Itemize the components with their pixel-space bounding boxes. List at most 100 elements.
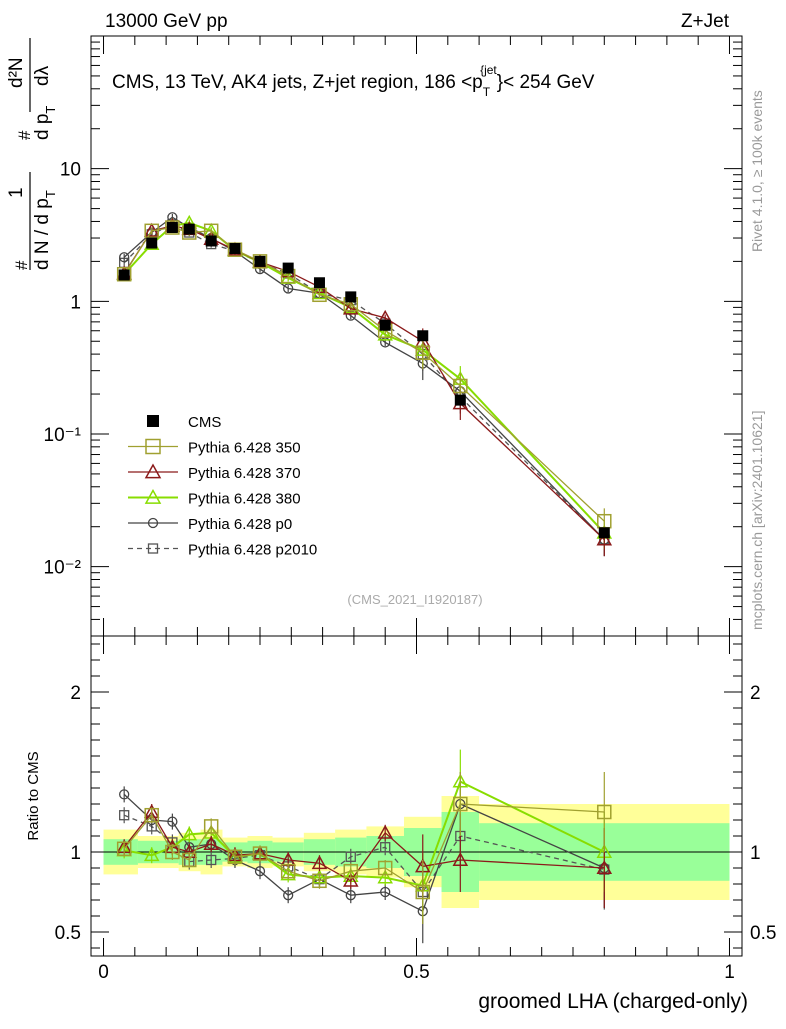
ylabel-dl: dλ bbox=[32, 65, 53, 86]
ratio-ytick-label-right: 2 bbox=[750, 683, 761, 704]
ylabel-num: d²N bbox=[6, 57, 27, 88]
point-cms bbox=[166, 222, 178, 234]
legend-marker-p350 bbox=[145, 438, 161, 455]
ratio-point-p380 bbox=[280, 866, 296, 881]
ratio-ytick-label: 1 bbox=[70, 843, 81, 864]
main-ytick-label: 10⁻¹ bbox=[44, 425, 82, 446]
ratio-point-p0 bbox=[345, 890, 356, 901]
ratio-point-p2010 bbox=[345, 851, 356, 862]
legend-marker-p370 bbox=[144, 463, 162, 479]
point-cms bbox=[254, 255, 266, 267]
ratio-point-p350 bbox=[597, 804, 612, 820]
legend-item-cms: CMS bbox=[147, 414, 221, 431]
ratio-point-p0 bbox=[167, 816, 178, 827]
series-cms bbox=[118, 222, 610, 539]
point-p350 bbox=[165, 220, 180, 235]
ylabel-den: d N / d pT bbox=[32, 190, 58, 270]
main-data-layer bbox=[116, 212, 613, 557]
ratio-point-p380 bbox=[377, 869, 393, 884]
legend-label-p2010: Pythia 6.428 p2010 bbox=[188, 542, 317, 559]
ratio-ylabel: Ratio to CMS bbox=[25, 751, 42, 840]
ratio-ticks: 0.5 0.5 1 1 2 2 0 0.5 1 bbox=[55, 636, 776, 983]
point-p350 bbox=[453, 378, 468, 394]
ratio-point-p350 bbox=[343, 863, 359, 879]
ratio-point-p350 bbox=[203, 819, 219, 834]
ratio-point-p350 bbox=[377, 860, 393, 876]
rivet-label: Rivet 4.1.0, ≥ 100k events bbox=[749, 90, 765, 252]
ratio-xtick-label: 0.5 bbox=[403, 962, 429, 983]
ratio-plot: 0.5 0.5 1 1 2 2 0 0.5 1 Ratio to CMS groomed LHA… bbox=[25, 635, 776, 1013]
point-cms bbox=[417, 330, 429, 342]
title-sup: {jet bbox=[480, 63, 497, 77]
ratio-point-p0 bbox=[380, 886, 391, 898]
ratio-ytick-label: 0.5 bbox=[55, 923, 81, 944]
ratio-point-p370 bbox=[342, 872, 359, 887]
ylabel-one: 1 bbox=[6, 187, 27, 198]
point-cms bbox=[379, 319, 391, 331]
main-ticks: 10⁻² 10⁻¹ 1 10 bbox=[44, 36, 742, 637]
ylabel-den-sub: T bbox=[43, 190, 58, 198]
point-cms bbox=[313, 277, 325, 289]
ratio-series-p350 bbox=[116, 772, 612, 924]
legend-marker-p2010 bbox=[147, 543, 159, 554]
legend-marker-p380 bbox=[144, 488, 162, 504]
ratio-xtick-label: 0 bbox=[98, 962, 109, 983]
point-p350 bbox=[312, 287, 327, 303]
y-axis-title: # 1 d N / d pT # d²N d pT dλ bbox=[6, 38, 58, 270]
ratio-point-p370 bbox=[452, 851, 469, 866]
chart-title: CMS, 13 TeV, AK4 jets, Z+jet region, 186… bbox=[112, 63, 595, 99]
legend-label-cms: CMS bbox=[188, 414, 221, 431]
legend-item-p2010: Pythia 6.428 p2010 bbox=[128, 542, 317, 559]
point-p350 bbox=[415, 345, 431, 360]
main-ytick-label: 1 bbox=[70, 292, 81, 313]
ratio-point-p370 bbox=[596, 859, 613, 874]
legend-item-p350: Pythia 6.428 350 bbox=[128, 438, 301, 457]
ratio-point-p350 bbox=[415, 884, 431, 900]
point-cms bbox=[598, 527, 610, 539]
ratio-point-p370 bbox=[311, 855, 328, 870]
main-plot: 10⁻² 10⁻¹ 1 10 CMS, 13 TeV, AK4 jets, Z+jet… bbox=[6, 35, 743, 637]
legend-item-p0: Pythia 6.428 p0 bbox=[128, 516, 292, 533]
header-right: Z+Jet bbox=[681, 11, 730, 32]
legend-label-p0: Pythia 6.428 p0 bbox=[188, 516, 292, 533]
ratio-point-p350 bbox=[280, 863, 296, 879]
point-p370 bbox=[596, 531, 613, 546]
point-cms bbox=[205, 235, 217, 247]
ratio-point-p370 bbox=[203, 835, 219, 850]
series-line-p0 bbox=[123, 216, 605, 541]
ylabel-den-text: d N / d p bbox=[32, 198, 53, 270]
mcplots-label: mcplots.cern.ch [arXiv:2401.10621] bbox=[749, 411, 765, 630]
x-axis-title: groomed LHA (charged-only) bbox=[478, 990, 748, 1013]
ratio-point-p350 bbox=[312, 873, 327, 889]
ratio-point-p0 bbox=[254, 866, 266, 877]
main-ytick-label: 10⁻² bbox=[44, 558, 82, 579]
header-left: 13000 GeV pp bbox=[105, 11, 228, 32]
title-pre: CMS, 13 TeV, AK4 jets, Z+jet region, 186… bbox=[112, 72, 483, 93]
ratio-data-layer bbox=[116, 749, 613, 944]
legend-marker-cms bbox=[147, 415, 159, 427]
ratio-point-p350 bbox=[453, 796, 468, 812]
legend-item-p380: Pythia 6.428 380 bbox=[128, 488, 301, 508]
series-line-p380 bbox=[123, 221, 606, 534]
ratio-point-p350 bbox=[252, 846, 268, 861]
point-cms bbox=[454, 394, 466, 406]
main-ytick-label: 10 bbox=[60, 160, 81, 181]
point-cms bbox=[146, 237, 158, 249]
ratio-point-p380 bbox=[181, 826, 198, 841]
point-cms bbox=[183, 223, 195, 235]
ratio-point-p380 bbox=[143, 847, 160, 862]
ratio-point-p350 bbox=[116, 841, 132, 857]
point-p0 bbox=[119, 252, 130, 263]
ratio-point-p2010 bbox=[206, 854, 217, 866]
ylabel-hash-2: # bbox=[15, 130, 34, 140]
ratio-point-p2010 bbox=[380, 842, 391, 853]
ratio-point-p0 bbox=[283, 890, 294, 901]
point-p350 bbox=[116, 266, 132, 282]
ratio-xtick-label: 1 bbox=[724, 962, 735, 983]
ylabel-dens-text: d p bbox=[32, 114, 53, 140]
point-p0 bbox=[283, 283, 294, 294]
point-cms bbox=[282, 262, 294, 274]
legend-item-p370: Pythia 6.428 370 bbox=[128, 463, 301, 482]
legend-label-p380: Pythia 6.428 380 bbox=[188, 491, 301, 508]
